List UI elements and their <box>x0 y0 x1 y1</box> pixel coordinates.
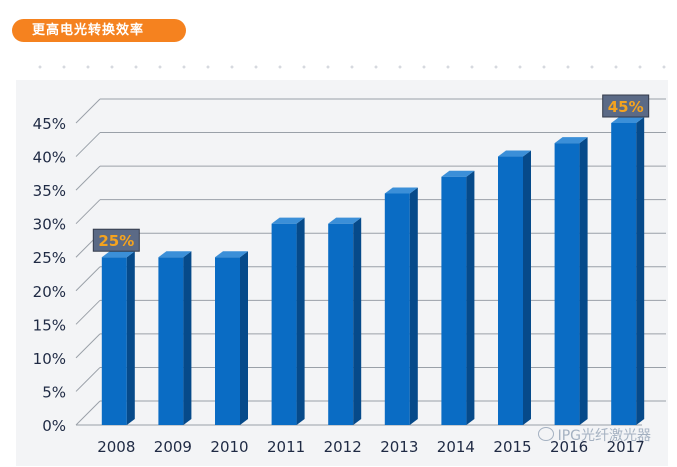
data-label-box <box>602 94 650 118</box>
data-label: 45% <box>608 98 644 116</box>
gridline-diagonal <box>75 98 101 124</box>
bar <box>158 257 184 425</box>
decorative-dots <box>28 64 668 70</box>
y-tick-label: 20% <box>33 283 66 301</box>
x-tick-label: 2010 <box>210 438 248 456</box>
bar <box>441 176 467 425</box>
y-tick-label: 45% <box>33 115 66 133</box>
x-tick-label: 2017 <box>607 438 645 456</box>
x-tick-label: 2011 <box>267 438 305 456</box>
y-tick-label: 35% <box>33 182 66 200</box>
bar-side <box>126 251 135 425</box>
bar-side <box>523 150 531 426</box>
x-tick-label: 2013 <box>380 438 418 456</box>
bar-side <box>409 187 418 425</box>
bar-side <box>353 217 362 425</box>
bar <box>498 156 523 426</box>
bar-side <box>466 170 475 425</box>
bar-top <box>101 251 135 258</box>
gridline-diagonal <box>75 333 101 359</box>
gridline-diagonal <box>75 367 101 392</box>
section-title: 更高电光转换效率 <box>12 19 186 42</box>
gridline-diagonal <box>75 132 101 157</box>
bar-top <box>441 170 475 177</box>
bar-top <box>384 187 418 194</box>
bar <box>215 257 240 425</box>
watermark: IPG光纤激光器 <box>537 425 651 445</box>
bar <box>554 143 580 425</box>
bar <box>328 223 354 425</box>
bar-side <box>183 251 192 425</box>
watermark-text: IPG光纤激光器 <box>557 428 651 444</box>
gridline-diagonal <box>75 400 101 426</box>
bar-top <box>328 217 362 224</box>
bar <box>384 193 410 425</box>
y-tick-label: 15% <box>33 316 66 334</box>
bar-side <box>296 217 305 425</box>
x-tick-label: 2009 <box>154 438 192 456</box>
bar-side <box>636 117 645 425</box>
bar-top <box>271 217 305 224</box>
data-label-box <box>92 228 140 252</box>
bar-top <box>554 137 588 144</box>
y-tick-label: 0% <box>42 417 66 435</box>
x-tick-label: 2015 <box>493 438 531 456</box>
bar-top <box>611 117 645 123</box>
gridline-diagonal <box>75 299 101 325</box>
y-tick-label: 5% <box>42 383 66 401</box>
bar <box>611 123 637 425</box>
y-tick-label: 40% <box>33 149 66 167</box>
x-tick-label: 2014 <box>437 438 475 456</box>
bar-side <box>240 251 248 425</box>
gridline-diagonal <box>75 266 101 292</box>
x-tick-label: 2016 <box>550 438 588 456</box>
x-tick-label: 2012 <box>324 438 362 456</box>
wechat-icon <box>537 427 554 441</box>
y-tick-label: 10% <box>33 350 66 368</box>
data-label: 25% <box>98 232 134 250</box>
y-tick-label: 30% <box>33 216 66 234</box>
bar-side <box>579 137 588 425</box>
x-tick-label: 2008 <box>97 438 135 456</box>
bar-top <box>215 251 248 258</box>
bar-top <box>158 251 192 258</box>
bar <box>271 223 297 425</box>
bar-top <box>498 150 531 157</box>
y-tick-label: 25% <box>33 249 66 267</box>
gridline-diagonal <box>75 199 101 225</box>
gridline-diagonal <box>75 165 101 191</box>
bar <box>101 257 127 425</box>
